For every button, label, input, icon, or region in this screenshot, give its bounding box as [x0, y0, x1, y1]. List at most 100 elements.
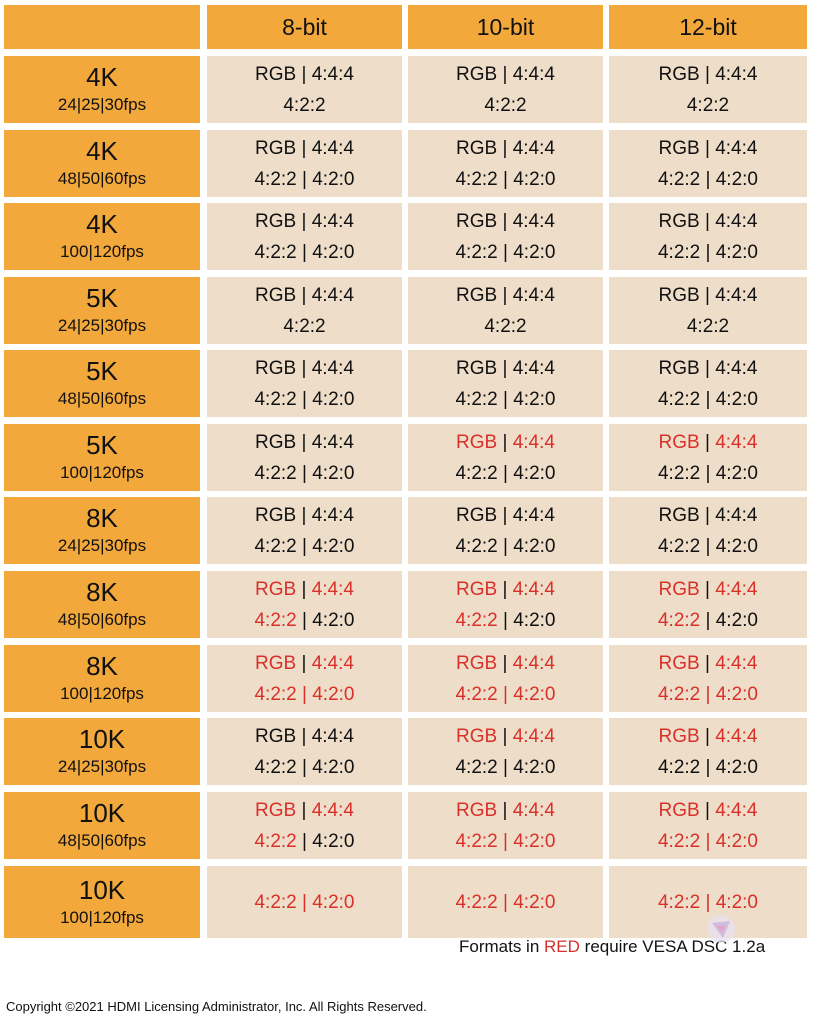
- format-requires-dsc: 4:2:2 | 4:2:0: [657, 683, 758, 705]
- row-resolution: 8K: [86, 651, 118, 681]
- format-cell: RGB | 4:4:4 4:2:2 | 4:2:0: [609, 350, 807, 417]
- format-line: 4:2:2 | 4:2:0: [455, 826, 555, 857]
- format-line: 4:2:2 | 4:2:0: [658, 237, 758, 268]
- format-text: 4:2:2 | 4:2:0: [657, 388, 758, 410]
- format-cell: RGB | 4:4:4 4:2:2 | 4:2:0: [609, 571, 807, 638]
- format-line: 4:2:2 | 4:2:0: [658, 164, 758, 195]
- row-header: 4K 48|50|60fps: [4, 130, 200, 197]
- format-cell: RGB | 4:4:4 4:2:2 | 4:2:0: [408, 497, 603, 564]
- format-requires-dsc: 4:4:4: [715, 799, 758, 821]
- format-line: RGB | 4:4:4: [255, 59, 354, 90]
- format-text: RGB | 4:4:4: [658, 504, 758, 526]
- row-frame-rates: 100|120fps: [60, 907, 144, 927]
- format-text: 4:2:2 | 4:2:0: [455, 535, 556, 557]
- format-text: 4:2:2 | 4:2:0: [455, 388, 556, 410]
- format-cell: RGB | 4:4:4 4:2:2 | 4:2:0: [207, 792, 402, 859]
- format-cell: RGB | 4:4:4 4:2:2 | 4:2:0: [207, 645, 402, 712]
- format-text: RGB | 4:4:4: [255, 431, 354, 453]
- format-requires-dsc: RGB: [658, 725, 700, 747]
- format-line: 4:2:2 | 4:2:0: [658, 458, 758, 489]
- row-header: 5K 100|120fps: [4, 424, 200, 491]
- format-requires-dsc: 4:4:4: [311, 652, 354, 674]
- format-line: RGB | 4:4:4: [456, 59, 555, 90]
- row-resolution: 10K: [78, 798, 126, 828]
- format-requires-dsc: 4:2:2 | 4:2:0: [657, 891, 758, 913]
- format-text: |: [296, 799, 312, 821]
- format-line: RGB | 4:4:4: [456, 574, 555, 605]
- format-text: 4:2:2 | 4:2:0: [657, 241, 758, 263]
- format-cell: RGB | 4:4:4 4:2:2 | 4:2:0: [609, 718, 807, 785]
- format-text: 4:2:2 | 4:2:0: [254, 241, 355, 263]
- format-requires-dsc: RGB: [658, 578, 700, 600]
- format-text: RGB | 4:4:4: [456, 284, 555, 306]
- format-requires-dsc: 4:2:2 | 4:2:0: [254, 891, 355, 913]
- format-line: RGB | 4:4:4: [456, 427, 555, 458]
- format-cell: RGB | 4:4:4 4:2:2 | 4:2:0: [207, 424, 402, 491]
- format-requires-dsc: 4:2:2 | 4:2:0: [455, 830, 556, 852]
- format-line: 4:2:2 | 4:2:0: [254, 237, 354, 268]
- format-cell: RGB | 4:4:4 4:2:2 | 4:2:0: [408, 130, 603, 197]
- format-text: | 4:2:0: [296, 609, 355, 631]
- format-line: RGB | 4:4:4: [659, 795, 758, 826]
- format-cell: RGB | 4:4:4 4:2:2 | 4:2:0: [207, 718, 402, 785]
- format-line: 4:2:2: [283, 90, 325, 121]
- format-cell: RGB | 4:4:4 4:2:2 | 4:2:0: [408, 792, 603, 859]
- format-cell: RGB | 4:4:4 4:2:2 | 4:2:0: [207, 350, 402, 417]
- format-cell: RGB | 4:4:4 4:2:2: [408, 277, 603, 344]
- format-text: |: [296, 652, 312, 674]
- format-requires-dsc: 4:2:2 | 4:2:0: [657, 830, 758, 852]
- format-text: |: [497, 431, 513, 453]
- format-line: 4:2:2 | 4:2:0: [254, 531, 354, 562]
- row-header: 4K 100|120fps: [4, 203, 200, 270]
- format-text: RGB | 4:4:4: [255, 504, 354, 526]
- format-requires-dsc: 4:4:4: [715, 578, 758, 600]
- format-requires-dsc: RGB: [456, 431, 498, 453]
- format-text: RGB | 4:4:4: [658, 137, 758, 159]
- format-text: 4:2:2: [686, 94, 730, 116]
- format-text: RGB | 4:4:4: [658, 63, 758, 85]
- format-line: RGB | 4:4:4: [255, 353, 354, 384]
- row-frame-rates: 24|25|30fps: [57, 757, 147, 776]
- format-cell: RGB | 4:4:4 4:2:2 | 4:2:0: [408, 571, 603, 638]
- format-cell: RGB | 4:4:4 4:2:2 | 4:2:0: [609, 130, 807, 197]
- format-line: RGB | 4:4:4: [456, 280, 555, 311]
- row-resolution: 8K: [86, 503, 118, 533]
- format-line: 4:2:2 | 4:2:0: [455, 164, 555, 195]
- format-line: 4:2:2 | 4:2:0: [658, 826, 758, 857]
- format-line: 4:2:2 | 4:2:0: [254, 887, 354, 918]
- format-requires-dsc: 4:4:4: [512, 799, 555, 821]
- format-line: 4:2:2 | 4:2:0: [254, 605, 354, 636]
- format-line: RGB | 4:4:4: [255, 648, 354, 679]
- format-text: RGB | 4:4:4: [456, 63, 555, 85]
- format-cell: RGB | 4:4:4 4:2:2 | 4:2:0: [609, 424, 807, 491]
- format-requires-dsc: 4:2:2: [455, 609, 498, 631]
- format-line: RGB | 4:4:4: [456, 353, 555, 384]
- format-cell: RGB | 4:4:4 4:2:2 | 4:2:0: [408, 350, 603, 417]
- row-header: 8K 24|25|30fps: [4, 497, 200, 564]
- row-frame-rates: 48|50|60fps: [57, 831, 147, 850]
- row-resolution: 5K: [86, 283, 118, 313]
- format-text: 4:2:2 | 4:2:0: [657, 462, 758, 484]
- format-requires-dsc: 4:2:2: [254, 830, 297, 852]
- format-text: RGB | 4:4:4: [658, 357, 758, 379]
- format-text: | 4:2:0: [497, 609, 556, 631]
- format-line: 4:2:2 | 4:2:0: [254, 752, 354, 783]
- format-line: 4:2:2 | 4:2:0: [658, 384, 758, 415]
- format-requires-dsc: RGB: [658, 799, 700, 821]
- format-text: |: [699, 431, 716, 453]
- format-requires-dsc: 4:4:4: [512, 725, 555, 747]
- format-cell: RGB | 4:4:4 4:2:2 | 4:2:0: [207, 130, 402, 197]
- row-resolution: 5K: [86, 356, 118, 386]
- format-requires-dsc: 4:2:2: [254, 609, 297, 631]
- format-cell: RGB | 4:4:4 4:2:2 | 4:2:0: [408, 203, 603, 270]
- format-text: RGB | 4:4:4: [255, 63, 354, 85]
- format-line: RGB | 4:4:4: [255, 280, 354, 311]
- format-text: | 4:2:0: [700, 609, 759, 631]
- format-line: RGB | 4:4:4: [456, 206, 555, 237]
- format-line: RGB | 4:4:4: [659, 206, 758, 237]
- format-line: RGB | 4:4:4: [255, 500, 354, 531]
- format-line: 4:2:2 | 4:2:0: [455, 605, 555, 636]
- format-line: RGB | 4:4:4: [456, 500, 555, 531]
- format-text: 4:2:2 | 4:2:0: [455, 241, 556, 263]
- format-cell: RGB | 4:4:4 4:2:2 | 4:2:0: [408, 424, 603, 491]
